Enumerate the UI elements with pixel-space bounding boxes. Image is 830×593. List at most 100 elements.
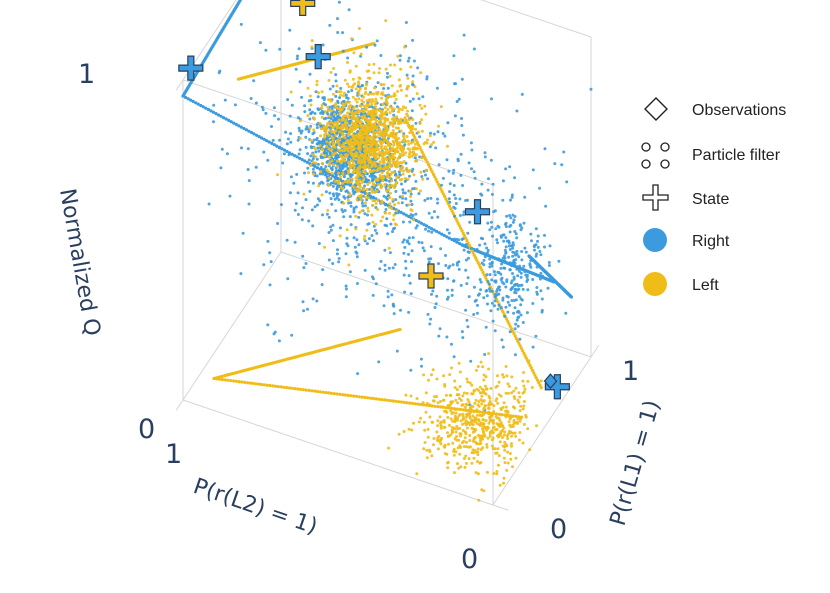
particle-point xyxy=(268,251,272,255)
particle-point xyxy=(407,236,411,240)
particle-point xyxy=(529,232,533,236)
legend-item-right[interactable]: Right xyxy=(643,228,730,252)
particle-point xyxy=(493,329,497,333)
particle-point xyxy=(536,234,540,238)
particle-point xyxy=(335,252,339,256)
particle-point xyxy=(390,156,394,160)
legend-item-observations[interactable]: Observations xyxy=(644,97,786,121)
particle-point xyxy=(425,77,429,81)
particle-point xyxy=(513,397,517,400)
particle-point xyxy=(374,97,378,101)
particle-point xyxy=(513,306,517,310)
particle-point xyxy=(476,365,480,368)
particle-point xyxy=(295,172,299,176)
particle-point xyxy=(458,426,462,430)
particle-point xyxy=(464,308,468,312)
particle-point xyxy=(417,240,421,244)
particle-point xyxy=(374,113,378,117)
particle-point xyxy=(481,237,485,241)
particle-point xyxy=(473,176,477,180)
boundary-point xyxy=(224,117,228,121)
particle-point xyxy=(458,370,462,374)
particle-point xyxy=(426,177,430,181)
particle-point xyxy=(421,177,425,181)
particle-point xyxy=(286,137,290,141)
particle-point xyxy=(352,124,356,128)
particle-point xyxy=(494,451,498,455)
particle-point xyxy=(355,189,359,193)
particle-point xyxy=(440,183,443,187)
particle-point xyxy=(397,110,400,114)
particle-point xyxy=(292,181,296,185)
particle-point xyxy=(499,306,503,310)
particle-point xyxy=(324,165,328,169)
particle-point xyxy=(345,153,349,157)
particle-point xyxy=(409,192,413,196)
particle-point xyxy=(417,420,421,424)
legend-item-left[interactable]: Left xyxy=(643,272,719,296)
particle-point xyxy=(370,165,374,169)
particle-point xyxy=(343,209,347,212)
particle-point xyxy=(478,385,482,389)
particle-point xyxy=(391,230,394,234)
particle-point xyxy=(452,184,456,187)
particle-point xyxy=(414,159,418,163)
particle-point xyxy=(511,254,515,258)
particle-point xyxy=(331,118,335,122)
particle-point xyxy=(519,303,523,307)
particle-point xyxy=(370,213,374,217)
boundary-point xyxy=(472,253,476,257)
particle-point xyxy=(452,453,456,457)
particle-point xyxy=(447,197,451,201)
particle-point xyxy=(382,116,386,120)
particle-point xyxy=(391,266,395,270)
particle-point xyxy=(305,125,309,129)
particle-point xyxy=(355,198,359,202)
particle-point xyxy=(372,133,376,137)
particle-point xyxy=(278,138,282,142)
legend-item-particle-filter[interactable]: Particle filter xyxy=(641,142,781,169)
particle-point xyxy=(436,439,440,443)
legend-item-state[interactable]: State xyxy=(642,184,729,211)
particle-point xyxy=(327,170,331,174)
particle-point xyxy=(477,419,481,423)
particle-point xyxy=(486,470,489,474)
boundary-point xyxy=(305,160,309,164)
particle-point xyxy=(518,431,522,434)
particle-point xyxy=(408,131,412,135)
z-tick-bottom: 0 xyxy=(138,414,155,445)
particle-point xyxy=(431,368,435,372)
particle-point xyxy=(446,415,450,419)
particle-point xyxy=(460,441,464,445)
particle-point xyxy=(528,448,532,452)
legend[interactable]: Observations Particle filter State Right… xyxy=(641,97,786,296)
boundary-point xyxy=(409,216,413,220)
boundary-point xyxy=(383,398,387,402)
particle-point xyxy=(378,164,382,167)
particle-point xyxy=(476,403,480,407)
particle-point xyxy=(513,290,517,294)
particle-point xyxy=(499,278,503,282)
boundary-point xyxy=(355,394,359,398)
particle-point xyxy=(514,322,518,326)
particle-point xyxy=(467,256,470,260)
particle-point xyxy=(431,289,435,293)
particle-point xyxy=(282,152,286,156)
particle-point xyxy=(392,156,396,160)
particle-point xyxy=(394,134,398,138)
particle-point xyxy=(486,280,490,283)
particle-point xyxy=(336,179,340,183)
particle-point xyxy=(388,149,392,153)
particle-point xyxy=(336,176,340,180)
particle-point xyxy=(346,111,350,115)
boundary-point xyxy=(243,380,247,384)
particle-point xyxy=(375,189,379,193)
particle-point xyxy=(409,394,413,398)
particle-point xyxy=(365,179,369,183)
particle-point xyxy=(430,292,433,296)
particle-point xyxy=(363,160,367,164)
particle-point xyxy=(347,171,350,175)
particle-point xyxy=(368,143,372,147)
boundary-point xyxy=(405,121,410,125)
particle-point xyxy=(281,161,285,165)
